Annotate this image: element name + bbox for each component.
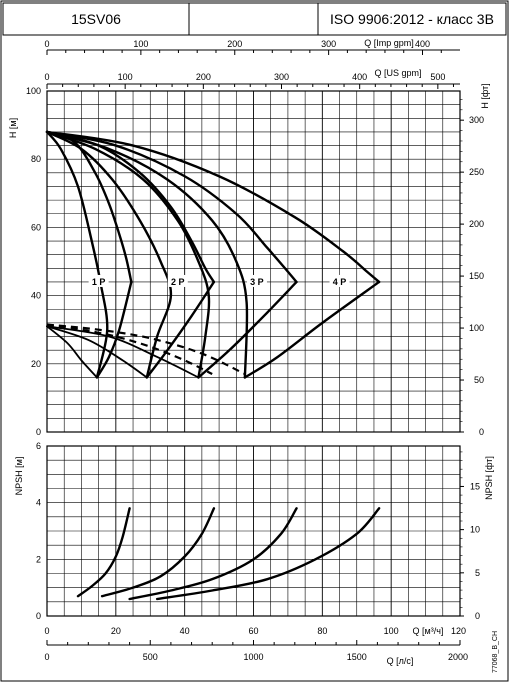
low-flow-curve [46, 325, 98, 379]
head-right-tick-label: 100 [469, 323, 484, 333]
head-left-tick-label: 80 [31, 154, 41, 164]
series-label-2p: 2 P [171, 277, 185, 287]
head-right-tick-label: 250 [469, 167, 484, 177]
imp-axis-label: Q [Imp gpm] [364, 38, 414, 48]
ls-tick-label: 1000 [243, 652, 263, 662]
m3h-tick-label: 120 [451, 626, 466, 636]
imp-tick-label: 0 [44, 39, 49, 49]
series-label-3p: 3 P [250, 277, 264, 287]
us-tick-label: 0 [44, 72, 49, 82]
series-label-bg [329, 274, 350, 287]
head-right-axis-label: H [фт] [480, 83, 490, 108]
npsh-left-axis-label: NPSH [м] [14, 457, 24, 496]
head-grid-frame [46, 90, 461, 433]
series-1p: 1 P [45, 130, 133, 598]
imp-tick-label: 200 [227, 39, 242, 49]
head-right-tick-label: 150 [469, 271, 484, 281]
us-tick-label: 100 [118, 72, 133, 82]
head-left-tick-label: 40 [31, 291, 41, 301]
head-right-tick-label: 200 [469, 219, 484, 229]
npsh-left-tick-label: 6 [36, 441, 41, 451]
head-curve-3p [45, 130, 298, 284]
npsh-right-tick-label: 0 [475, 611, 480, 621]
ls-tick-label: 1500 [347, 652, 367, 662]
us-tick-label: 200 [196, 72, 211, 82]
ls-tick-label: 2000 [448, 652, 468, 662]
dashed-curve [46, 323, 213, 376]
npsh-curve-4p [155, 507, 381, 601]
ls-tick-label: 500 [143, 652, 158, 662]
right-boundary-1p [95, 280, 133, 379]
m3h-tick-label: 80 [317, 626, 327, 636]
head-left-tick-label: 100 [26, 86, 41, 96]
head-left-axis-label: H [м] [8, 118, 18, 138]
left-boundary-3p [45, 130, 211, 379]
npsh-right-tick-label: 15 [470, 481, 480, 491]
npsh-curve-2p [100, 507, 216, 598]
m3h-axis-label: Q [м³/ч] [413, 626, 444, 636]
head-grid [46, 90, 461, 433]
imp-tick-label: 300 [321, 39, 336, 49]
head-curve-4p [45, 130, 381, 284]
npsh-curve-3p [128, 507, 298, 601]
series-3p: 3 P [45, 130, 298, 601]
npsh-right-tick-label: 10 [470, 525, 480, 535]
right-boundary-4p [243, 280, 381, 379]
series-label-1p: 1 P [92, 277, 106, 287]
header-model: 15SV06 [71, 11, 121, 27]
series-label-4p: 4 P [333, 277, 347, 287]
us-axis-label: Q [US gpm] [374, 68, 421, 78]
npsh-left-tick-label: 4 [36, 498, 41, 508]
left-boundary-4p [45, 130, 249, 379]
m3h-tick-label: 20 [111, 626, 121, 636]
head-right-tick-label: 0 [479, 427, 484, 437]
dashed-curve [46, 323, 246, 376]
imp-tick-label: 400 [415, 39, 430, 49]
side-code: 77068_B_CH [492, 631, 499, 673]
head-curve-1p [45, 130, 133, 284]
left-boundary-2p [45, 130, 173, 379]
npsh-right-axis-label: NPSH [фт] [484, 456, 494, 500]
npsh-grid [46, 445, 461, 617]
npsh-right-tick-label: 5 [475, 568, 480, 578]
left-boundary-1p [45, 130, 109, 379]
m3h-tick-label: 0 [44, 626, 49, 636]
low-flow-curve [46, 325, 148, 379]
imp-tick-label: 100 [133, 39, 148, 49]
npsh-curve-1p [76, 507, 131, 598]
npsh-left-tick-label: 0 [36, 611, 41, 621]
us-tick-label: 300 [274, 72, 289, 82]
series-label-bg [167, 274, 188, 287]
npsh-left-tick-label: 2 [36, 554, 41, 564]
head-left-tick-label: 60 [31, 222, 41, 232]
m3h-tick-label: 40 [180, 626, 190, 636]
series-label-bg [88, 274, 109, 287]
head-left-tick-label: 0 [36, 427, 41, 437]
series-label-bg [246, 274, 267, 287]
curves: 1 P 2 P 3 P 4 P [45, 130, 381, 601]
head-left-tick-label: 20 [31, 359, 41, 369]
right-boundary-2p [145, 280, 216, 379]
m3h-tick-label: 100 [384, 626, 399, 636]
head-right-tick-label: 50 [474, 375, 484, 385]
header-frame [2, 2, 507, 36]
ls-axis-label: Q [л/с] [387, 656, 414, 666]
head-right-tick-label: 300 [469, 115, 484, 125]
ls-tick-label: 0 [44, 652, 49, 662]
header-standard: ISO 9906:2012 - класс 3B [330, 11, 494, 27]
us-tick-label: 500 [430, 72, 445, 82]
m3h-tick-label: 60 [248, 626, 258, 636]
us-tick-label: 400 [352, 72, 367, 82]
series-4p: 4 P [45, 130, 381, 601]
npsh-grid-frame [46, 445, 461, 617]
low-flow-curve [46, 325, 200, 379]
